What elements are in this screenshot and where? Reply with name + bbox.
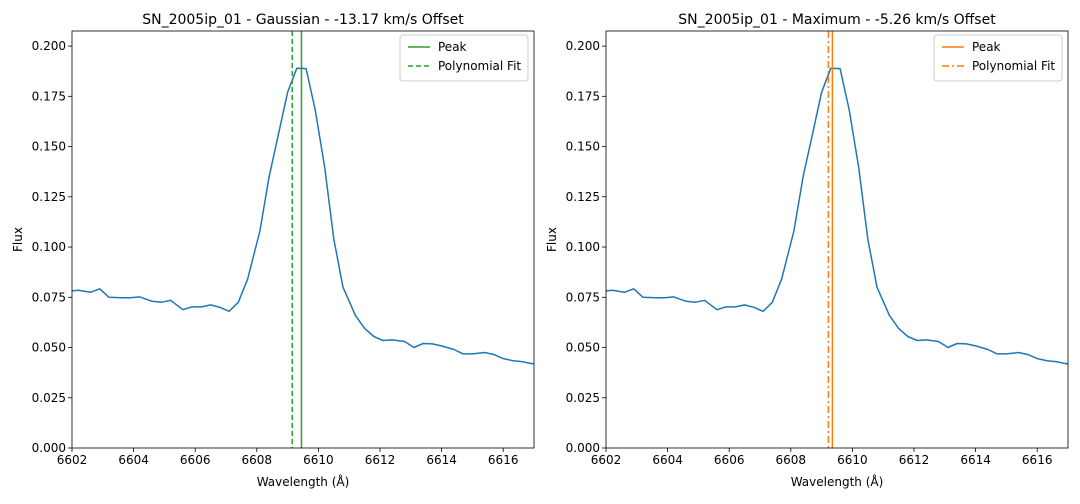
x-tick-label: 6610 (837, 453, 868, 467)
chart-title: SN_2005ip_01 - Maximum - -5.26 km/s Offs… (678, 12, 996, 28)
y-tick-label: 0.150 (566, 140, 600, 154)
y-tick-label: 0.050 (32, 341, 66, 355)
x-tick-label: 6616 (1022, 453, 1053, 467)
x-tick-label: 6606 (180, 453, 211, 467)
legend-entry-label: Polynomial Fit (972, 59, 1055, 73)
y-tick-label: 0.175 (32, 89, 66, 103)
x-tick-label: 6604 (652, 453, 683, 467)
y-tick-label: 0.175 (566, 89, 600, 103)
chart-title: SN_2005ip_01 - Gaussian - -13.17 km/s Of… (142, 12, 464, 28)
x-axis-label: Wavelength (Å) (257, 474, 350, 489)
x-tick-label: 6614 (960, 453, 991, 467)
x-tick-label: 6602 (591, 453, 622, 467)
chart-panel-1: SN_2005ip_01 - Gaussian - -13.17 km/s Of… (11, 12, 535, 489)
x-tick-label: 6616 (488, 453, 519, 467)
y-tick-label: 0.075 (566, 290, 600, 304)
x-tick-label: 6602 (57, 453, 88, 467)
y-axis-label: Flux (545, 227, 559, 252)
y-tick-label: 0.125 (566, 190, 600, 204)
axes-frame (605, 30, 1069, 449)
x-tick-label: 6608 (242, 453, 273, 467)
y-tick-label: 0.100 (32, 240, 66, 254)
legend: Peak Polynomial Fit (399, 34, 529, 82)
plot-area (606, 31, 1068, 448)
y-tick-label: 0.000 (566, 441, 600, 455)
y-tick-label: 0.200 (32, 39, 66, 53)
y-tick-label: 0.150 (32, 140, 66, 154)
y-axis-label: Flux (11, 227, 25, 252)
chart-panel-2: SN_2005ip_01 - Maximum - -5.26 km/s Offs… (545, 12, 1069, 489)
y-tick-label: 0.200 (566, 39, 600, 53)
y-tick-label: 0.125 (32, 190, 66, 204)
y-tick-label: 0.100 (566, 240, 600, 254)
x-tick-label: 6614 (426, 453, 457, 467)
series-line (606, 67, 1068, 365)
legend-box (933, 34, 1063, 82)
legend-box (399, 34, 529, 82)
y-tick-label: 0.050 (566, 341, 600, 355)
y-tick-label: 0.025 (32, 391, 66, 405)
x-tick-label: 6612 (899, 453, 930, 467)
y-tick-label: 0.000 (32, 441, 66, 455)
x-tick-label: 6606 (714, 453, 745, 467)
x-tick-label: 6610 (303, 453, 334, 467)
y-tick-label: 0.025 (566, 391, 600, 405)
y-tick-label: 0.075 (32, 290, 66, 304)
axes-frame (71, 30, 535, 449)
x-tick-label: 6608 (776, 453, 807, 467)
legend-entry-label: Peak (972, 40, 1001, 54)
legend-entry-label: Peak (438, 40, 467, 54)
plot-area (72, 31, 534, 448)
x-axis-label: Wavelength (Å) (791, 474, 884, 489)
x-tick-label: 6612 (365, 453, 396, 467)
legend: Peak Polynomial Fit (933, 34, 1063, 82)
legend-entry-label: Polynomial Fit (438, 59, 521, 73)
x-tick-label: 6604 (118, 453, 149, 467)
